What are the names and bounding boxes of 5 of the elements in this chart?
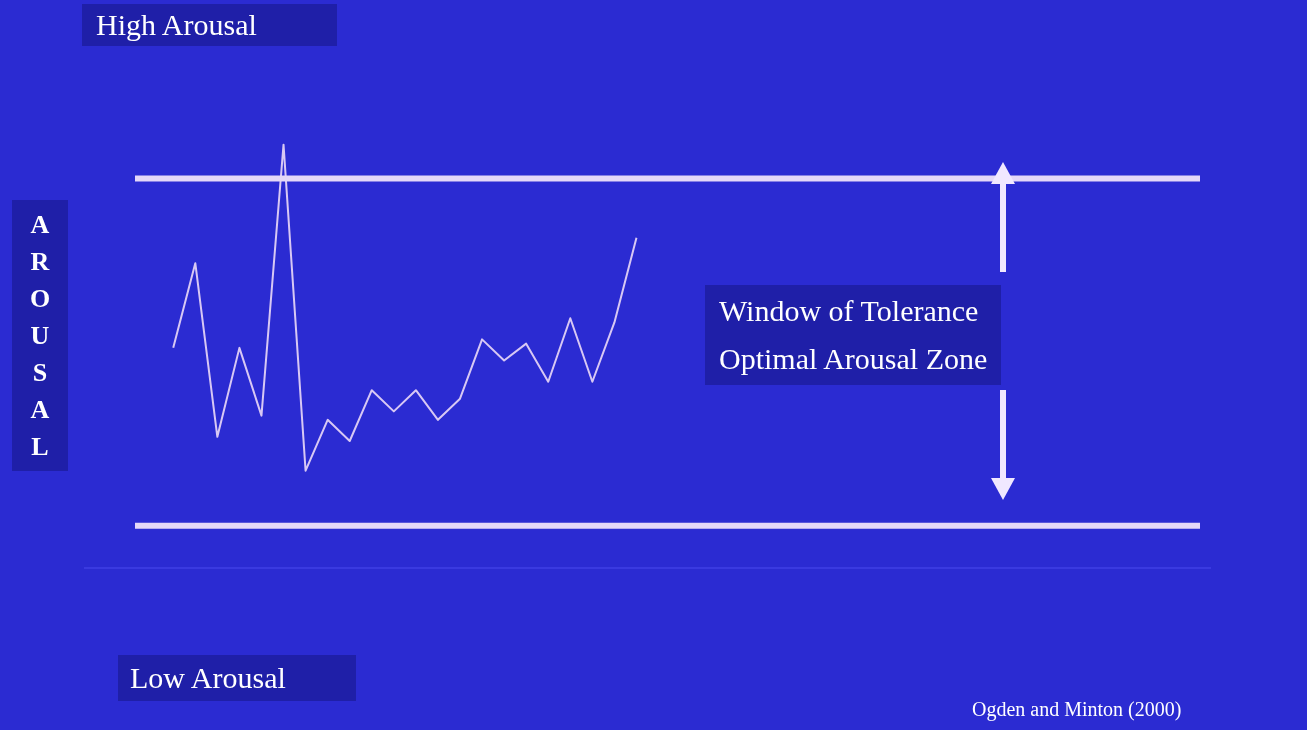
text: Ogden and Minton (2000): [971, 698, 1183, 721]
annotation: Window of Tolerance Optimal Arousal Zone: [705, 285, 1002, 385]
y-axis-title: AROUSAL: [28, 209, 52, 463]
text: Low Arousal: [118, 655, 356, 701]
chart-title: High Arousal: [82, 4, 337, 46]
